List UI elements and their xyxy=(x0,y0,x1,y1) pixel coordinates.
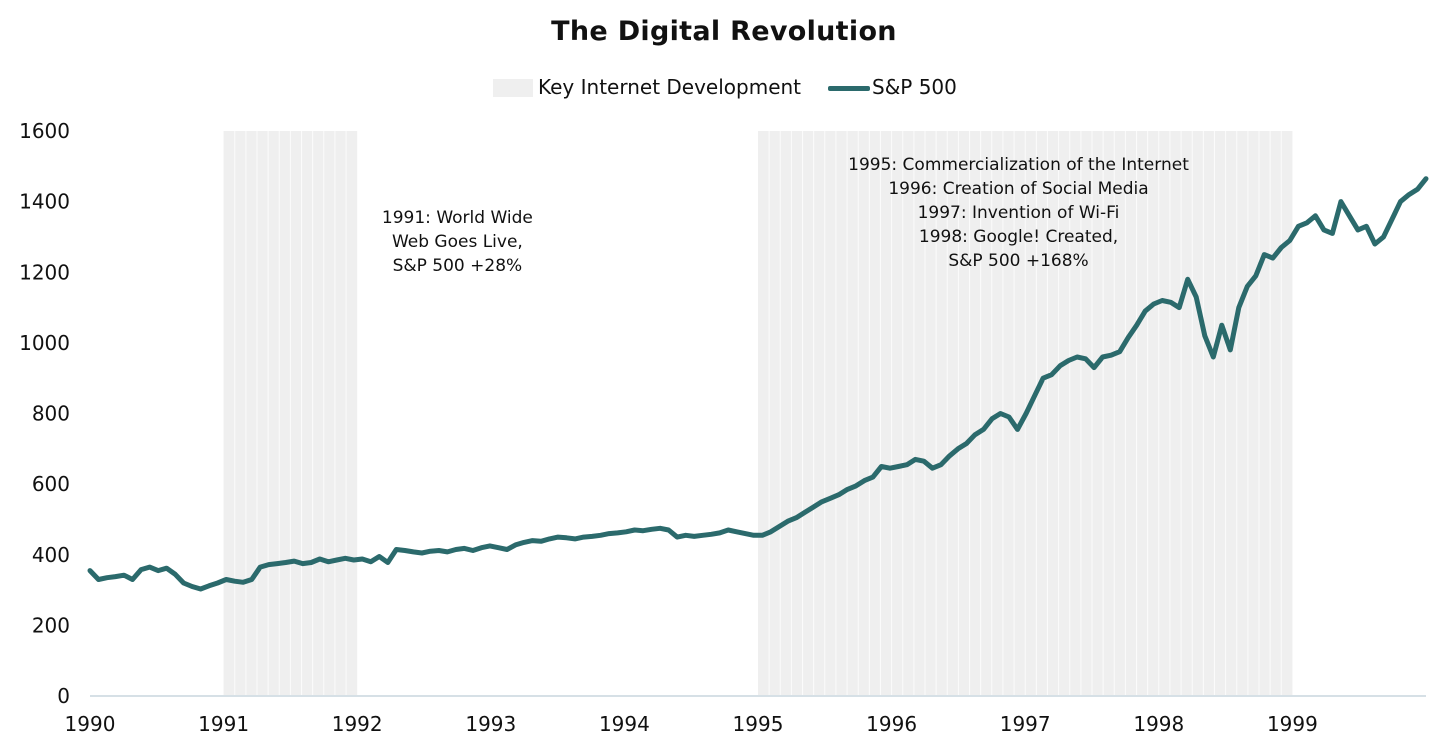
x-tick-label: 1994 xyxy=(599,712,650,736)
y-tick-label: 400 xyxy=(32,543,70,567)
annotation-line: S&P 500 +28% xyxy=(393,256,523,276)
legend: Key Internet Development S&P 500 xyxy=(0,73,1448,103)
axes: 0 200 400 600 800 1000 1200 1400 1600 1990 1991 199… xyxy=(19,119,1426,736)
annotation-line: 1998: Google! Created, xyxy=(919,227,1118,247)
legend-swatch-key-internet-development xyxy=(493,79,533,97)
annotation-1: 1995: Commercialization of the Internet 1… xyxy=(848,155,1189,271)
annotation-line: 1997: Invention of Wi-Fi xyxy=(918,203,1120,223)
y-tick-label: 1200 xyxy=(19,260,70,284)
y-tick-label: 1400 xyxy=(19,190,70,214)
x-tick-label: 1998 xyxy=(1133,712,1184,736)
chart-title: The Digital Revolution xyxy=(551,16,897,47)
annotation-line: 1995: Commercialization of the Internet xyxy=(848,155,1189,175)
x-tick-label: 1990 xyxy=(65,712,116,736)
series-layer xyxy=(87,176,1429,592)
y-tick-label: 600 xyxy=(32,472,70,496)
y-tick-label: 0 xyxy=(57,684,70,708)
x-tick-label: 1992 xyxy=(332,712,383,736)
y-tick-label: 1600 xyxy=(19,119,70,143)
x-tick-label: 1993 xyxy=(465,712,516,736)
x-tick-label: 1997 xyxy=(1000,712,1051,736)
annotation-line: 1996: Creation of Social Media xyxy=(888,179,1148,199)
annotation-line: S&P 500 +168% xyxy=(948,251,1088,271)
legend-label-key-internet-development: Key Internet Development xyxy=(538,75,802,99)
annotation-line: 1991: World Wide xyxy=(382,208,533,228)
series-line-sp500 xyxy=(87,176,1429,592)
x-tick-label: 1996 xyxy=(866,712,917,736)
annotations: 1991: World Wide Web Goes Live, S&P 500 +2… xyxy=(382,155,1189,276)
annotation-line: Web Goes Live, xyxy=(392,232,523,252)
y-tick-label: 200 xyxy=(32,613,70,637)
x-tick-label: 1999 xyxy=(1267,712,1318,736)
x-tick-label: 1991 xyxy=(198,712,249,736)
legend-swatch-sp500 xyxy=(828,86,870,91)
legend-label-sp500: S&P 500 xyxy=(872,75,957,99)
y-tick-label: 1000 xyxy=(19,331,70,355)
y-tick-label: 800 xyxy=(32,402,70,426)
annotation-0: 1991: World Wide Web Goes Live, S&P 500 +2… xyxy=(382,208,533,276)
x-tick-label: 1995 xyxy=(733,712,784,736)
